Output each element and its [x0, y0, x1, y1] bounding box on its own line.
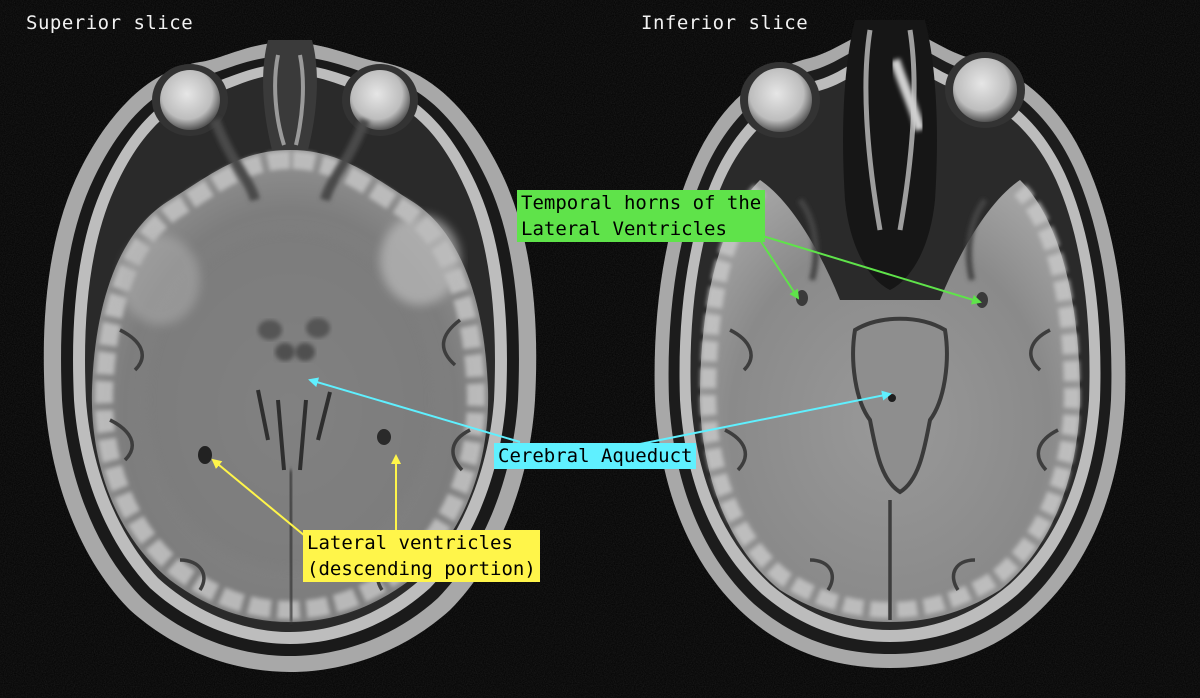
label-cerebral-aqueduct-text: Cerebral Aqueduct — [498, 443, 692, 469]
inferior-slice-title: Inferior slice — [641, 12, 808, 34]
label-lateral-ventricles: Lateral ventricles (descending portion) — [303, 530, 540, 582]
label-lateral-ventricles-line2: (descending portion) — [307, 556, 536, 582]
label-temporal-horns-line1: Temporal horns of the — [521, 190, 761, 216]
label-temporal-horns: Temporal horns of the Lateral Ventricles — [517, 190, 765, 242]
superior-slice-title: Superior slice — [26, 12, 193, 34]
label-temporal-horns-line2: Lateral Ventricles — [521, 216, 761, 242]
label-lateral-ventricles-line1: Lateral ventricles — [307, 530, 536, 556]
inferior-slice-image — [655, 20, 1126, 668]
label-cerebral-aqueduct: Cerebral Aqueduct — [494, 443, 696, 469]
